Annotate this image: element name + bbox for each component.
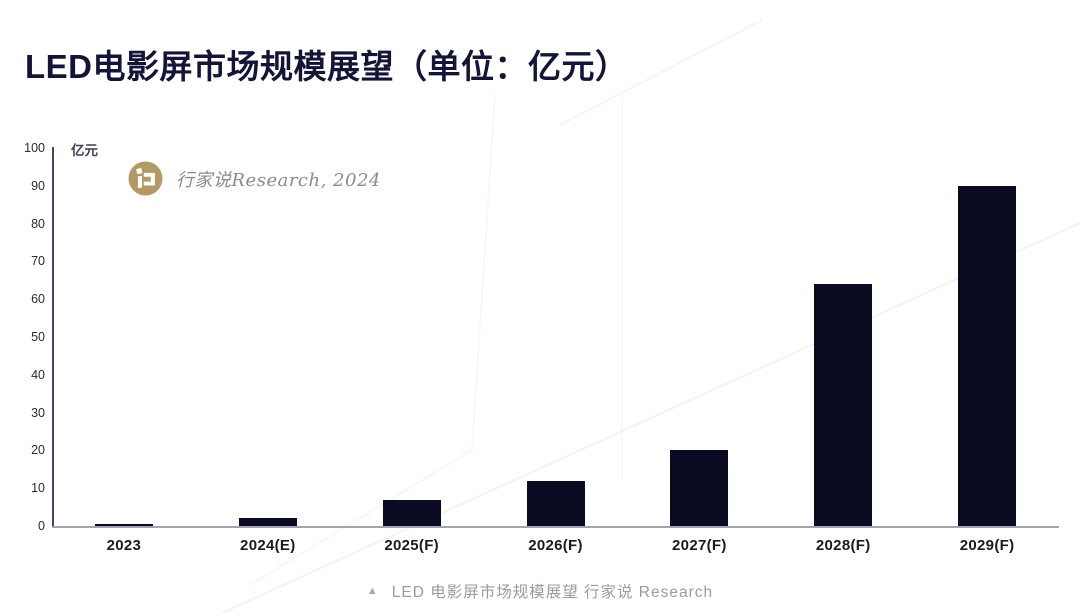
hangjiashuo-logo-icon [128,161,163,196]
x-tick-label: 2027(F) [672,537,727,554]
x-tick-label: 2025(F) [384,537,439,554]
bar-2023 [94,523,153,526]
bar-2026(F) [526,480,585,526]
y-tick-label: 0 [38,519,45,533]
y-tick-label: 80 [31,216,45,231]
y-tick-label: 100 [24,141,45,155]
bar-2025(F) [382,499,441,526]
brand-watermark-text: 行家说Research, 2024 [176,169,381,191]
bar-2029(F) [958,185,1017,526]
x-tick-label: 2028(F) [815,537,871,554]
brand-watermark: 行家说Research, 2024 [128,161,381,196]
triangle-marker-icon: ▲ [366,585,378,597]
bar-2028(F) [814,284,873,526]
x-tick-label: 2023 [106,537,142,554]
y-tick-label: 90 [31,178,45,193]
y-axis-line [52,147,54,527]
x-axis-line [52,526,1059,528]
y-tick-label: 20 [31,443,45,458]
x-tick-label: 2026(F) [528,537,583,554]
figure-caption: ▲ LED 电影屏市场规模展望 行家说 Research [0,580,1080,602]
y-tick-label: 70 [31,254,45,269]
caption-text: LED 电影屏市场规模展望 行家说 Research [391,584,714,601]
y-tick-label: 10 [31,481,45,496]
bar-2024(E) [238,518,297,526]
page-title: LED电影屏市场规模展望（单位：亿元） [25,48,629,85]
x-tick-label: 2029(F) [959,537,1015,554]
y-tick-label: 40 [31,367,45,382]
bar-chart: 亿元 0 10 20 30 40 50 60 70 80 90 100 2023 2024(E) 202… [0,130,1080,580]
y-tick-label: 50 [31,330,45,344]
y-tick-label: 60 [31,292,45,307]
bar-2027(F) [670,450,729,526]
y-tick-label: 30 [31,405,45,420]
y-axis-unit-label: 亿元 [71,143,98,158]
x-tick-label: 2024(E) [240,537,296,554]
